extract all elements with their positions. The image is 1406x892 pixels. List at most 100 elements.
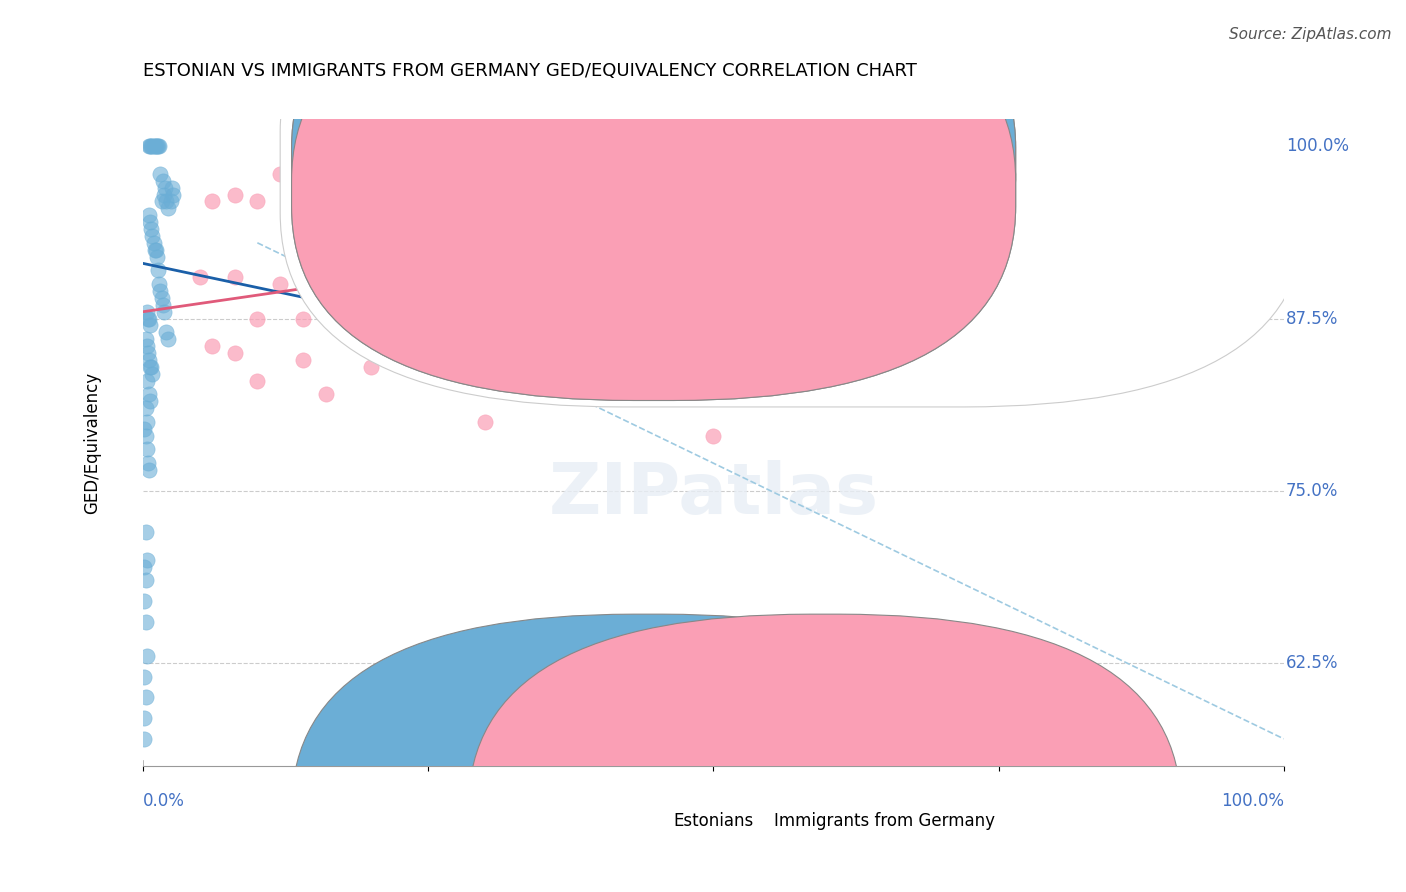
Point — [224, 270, 246, 285]
Point — [142, 139, 165, 153]
Point — [304, 139, 326, 153]
Point — [135, 649, 157, 664]
Text: 75.0%: 75.0% — [1286, 482, 1339, 500]
Point — [612, 139, 634, 153]
Point — [224, 187, 246, 202]
Point — [134, 594, 156, 608]
Text: Immigrants from Germany: Immigrants from Germany — [775, 812, 995, 830]
FancyBboxPatch shape — [291, 615, 1004, 892]
Point — [496, 326, 519, 340]
Point — [141, 139, 163, 153]
Point — [135, 442, 157, 457]
FancyBboxPatch shape — [291, 0, 1015, 368]
Point — [201, 194, 224, 209]
Text: 0.0%: 0.0% — [143, 792, 186, 810]
Point — [146, 263, 169, 277]
Point — [157, 332, 180, 346]
Point — [1215, 139, 1237, 153]
Point — [146, 139, 169, 153]
Point — [645, 263, 668, 277]
Point — [139, 318, 162, 333]
Point — [246, 311, 269, 326]
Point — [149, 284, 172, 298]
Point — [145, 243, 167, 257]
Point — [337, 139, 360, 153]
Point — [134, 559, 156, 574]
Text: Estonians: Estonians — [673, 812, 754, 830]
Point — [134, 711, 156, 725]
Point — [136, 346, 159, 360]
Text: ZIPatlas: ZIPatlas — [548, 460, 879, 529]
Point — [135, 690, 157, 705]
Point — [269, 277, 291, 292]
Point — [162, 187, 184, 202]
Point — [451, 139, 474, 153]
Point — [135, 525, 157, 540]
Point — [360, 180, 382, 194]
Point — [139, 359, 162, 374]
Point — [157, 202, 180, 216]
Point — [135, 332, 157, 346]
Point — [702, 428, 724, 442]
Text: ESTONIAN VS IMMIGRANTS FROM GERMANY GED/EQUIVALENCY CORRELATION CHART: ESTONIAN VS IMMIGRANTS FROM GERMANY GED/… — [143, 62, 917, 80]
Point — [224, 346, 246, 360]
Point — [141, 139, 163, 153]
Point — [135, 615, 157, 629]
Point — [135, 574, 157, 588]
Point — [543, 649, 565, 664]
Point — [188, 270, 211, 285]
Point — [496, 228, 519, 243]
Point — [451, 318, 474, 333]
Point — [138, 139, 160, 153]
Point — [150, 194, 173, 209]
Point — [291, 311, 314, 326]
Point — [146, 139, 169, 153]
Text: Source: ZipAtlas.com: Source: ZipAtlas.com — [1229, 27, 1392, 42]
Point — [246, 194, 269, 209]
Point — [159, 194, 181, 209]
Text: 62.5%: 62.5% — [1286, 654, 1339, 672]
Point — [135, 374, 157, 388]
Point — [138, 311, 160, 326]
Point — [155, 194, 177, 209]
Point — [139, 394, 162, 409]
Point — [138, 208, 160, 222]
Point — [315, 387, 337, 401]
Point — [201, 339, 224, 353]
Point — [141, 359, 163, 374]
Point — [135, 339, 157, 353]
Point — [152, 298, 174, 312]
Point — [148, 139, 170, 153]
Point — [153, 187, 176, 202]
Point — [406, 215, 429, 229]
Point — [474, 415, 496, 429]
FancyBboxPatch shape — [291, 0, 1015, 401]
Point — [382, 698, 405, 712]
Point — [149, 167, 172, 181]
Point — [588, 332, 610, 346]
Text: R = -0.115   N = 68: R = -0.115 N = 68 — [685, 147, 862, 165]
Point — [141, 222, 163, 236]
Point — [152, 174, 174, 188]
Point — [429, 367, 451, 381]
Point — [136, 311, 159, 326]
Text: 100.0%: 100.0% — [1220, 792, 1284, 810]
Point — [246, 374, 269, 388]
Point — [138, 463, 160, 477]
Point — [135, 415, 157, 429]
Point — [139, 139, 162, 153]
Point — [138, 387, 160, 401]
Point — [315, 228, 337, 243]
Text: 100.0%: 100.0% — [1286, 137, 1348, 155]
Point — [143, 139, 166, 153]
Point — [134, 670, 156, 684]
Point — [138, 352, 160, 367]
Point — [145, 139, 167, 153]
Point — [135, 304, 157, 318]
Point — [136, 456, 159, 470]
Point — [382, 139, 405, 153]
Point — [291, 352, 314, 367]
Point — [291, 202, 314, 216]
Point — [474, 139, 496, 153]
Point — [134, 731, 156, 746]
